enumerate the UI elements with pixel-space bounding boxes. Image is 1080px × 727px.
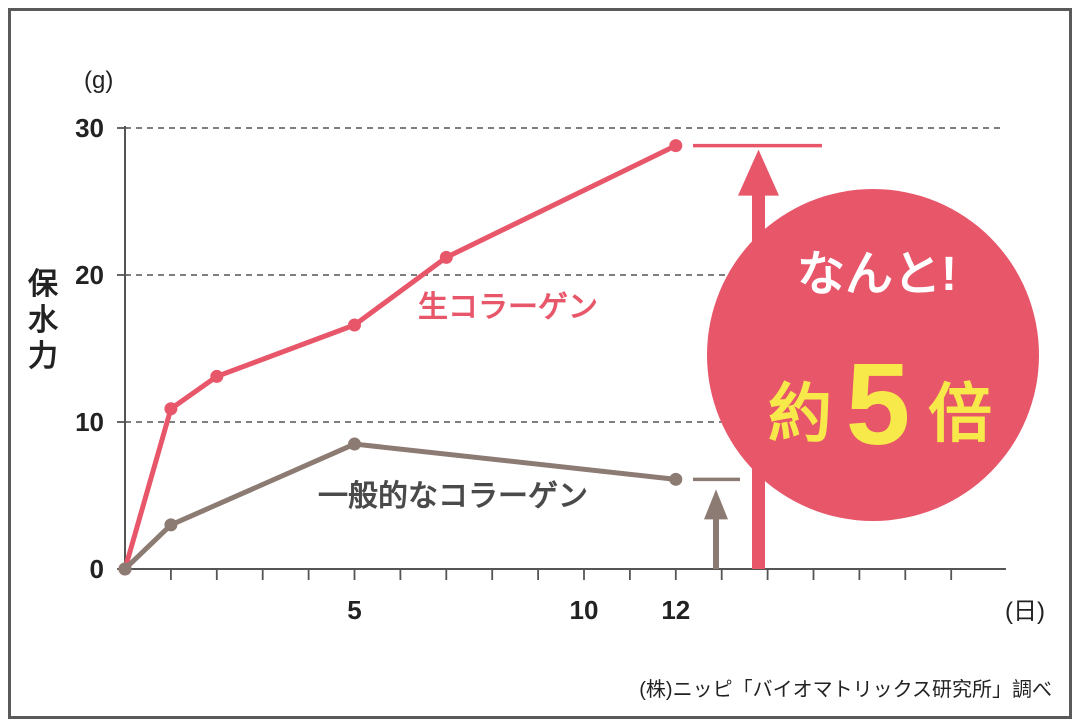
series-label-raw-collagen: 生コラーゲン — [418, 291, 598, 324]
tick-marks — [117, 127, 953, 580]
series-point-0 — [669, 139, 683, 153]
y-tick-label: 30 — [75, 113, 104, 143]
callout-circle — [707, 189, 1039, 521]
y-tick-label: 10 — [75, 407, 104, 437]
series-point-0 — [348, 318, 361, 332]
y-tick-label: 0 — [90, 554, 104, 584]
y-axis-label-char: 水 — [28, 304, 59, 337]
brown-arrow-head — [704, 489, 728, 520]
series-point-1 — [164, 518, 178, 532]
series-line-1 — [122, 441, 679, 572]
callout-number: 5 — [846, 339, 911, 469]
series-point-0 — [439, 250, 453, 264]
red-arrow-head — [738, 149, 779, 196]
x-tick-label: 12 — [661, 595, 690, 625]
callout-suffix: 倍 — [928, 378, 992, 450]
y-axis-label-char: 力 — [28, 340, 58, 373]
x-unit-label: (日) — [1005, 598, 1045, 625]
series-point-1 — [118, 562, 132, 576]
x-tick-label: 5 — [347, 595, 361, 625]
tick-labels: 0 10 20 30 5 10 12 — [75, 113, 690, 625]
y-tick-label: 20 — [75, 260, 104, 290]
series-label-general-collagen: 一般的なコラーゲン — [318, 480, 588, 513]
series-layer — [118, 139, 683, 576]
callout-prefix: 約 — [768, 378, 832, 450]
x-tick-label: 10 — [570, 595, 599, 625]
series-line-0 — [122, 143, 679, 572]
source-note: (株)ニッピ「バイオマトリックス研究所」調べ — [639, 678, 1052, 701]
y-unit-label: (g) — [84, 67, 113, 94]
series-point-0 — [210, 369, 224, 383]
series-point-1 — [348, 437, 361, 451]
series-point-1 — [669, 472, 683, 486]
brown-arrow-shaft — [713, 515, 719, 569]
series-point-0 — [164, 402, 178, 416]
callout-line1: なんと! — [797, 248, 957, 301]
y-axis-label-char: 保 — [28, 268, 59, 301]
y-axis-label: 保水力 — [28, 268, 59, 373]
